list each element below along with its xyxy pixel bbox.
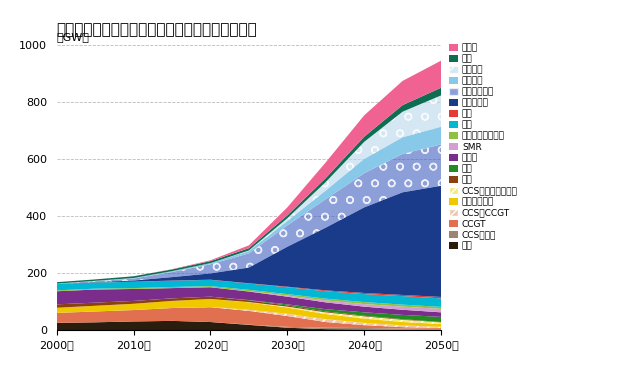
Text: （GW）: （GW） [57, 32, 89, 42]
Text: ネットゼロ・シナリオで試算した日本の発電容量: ネットゼロ・シナリオで試算した日本の発電容量 [57, 22, 258, 37]
Legend: 蓄電池, 揚水, 洋上風力, 陸上風力, 小規模太陽光, 大型太陽光, 地熱, 水力, バイオエネルギー, SMR, 原子力, 水素, 石油, CCS付ピーカー: 蓄電池, 揚水, 洋上風力, 陸上風力, 小規模太陽光, 大型太陽光, 地熱, … [449, 44, 518, 251]
